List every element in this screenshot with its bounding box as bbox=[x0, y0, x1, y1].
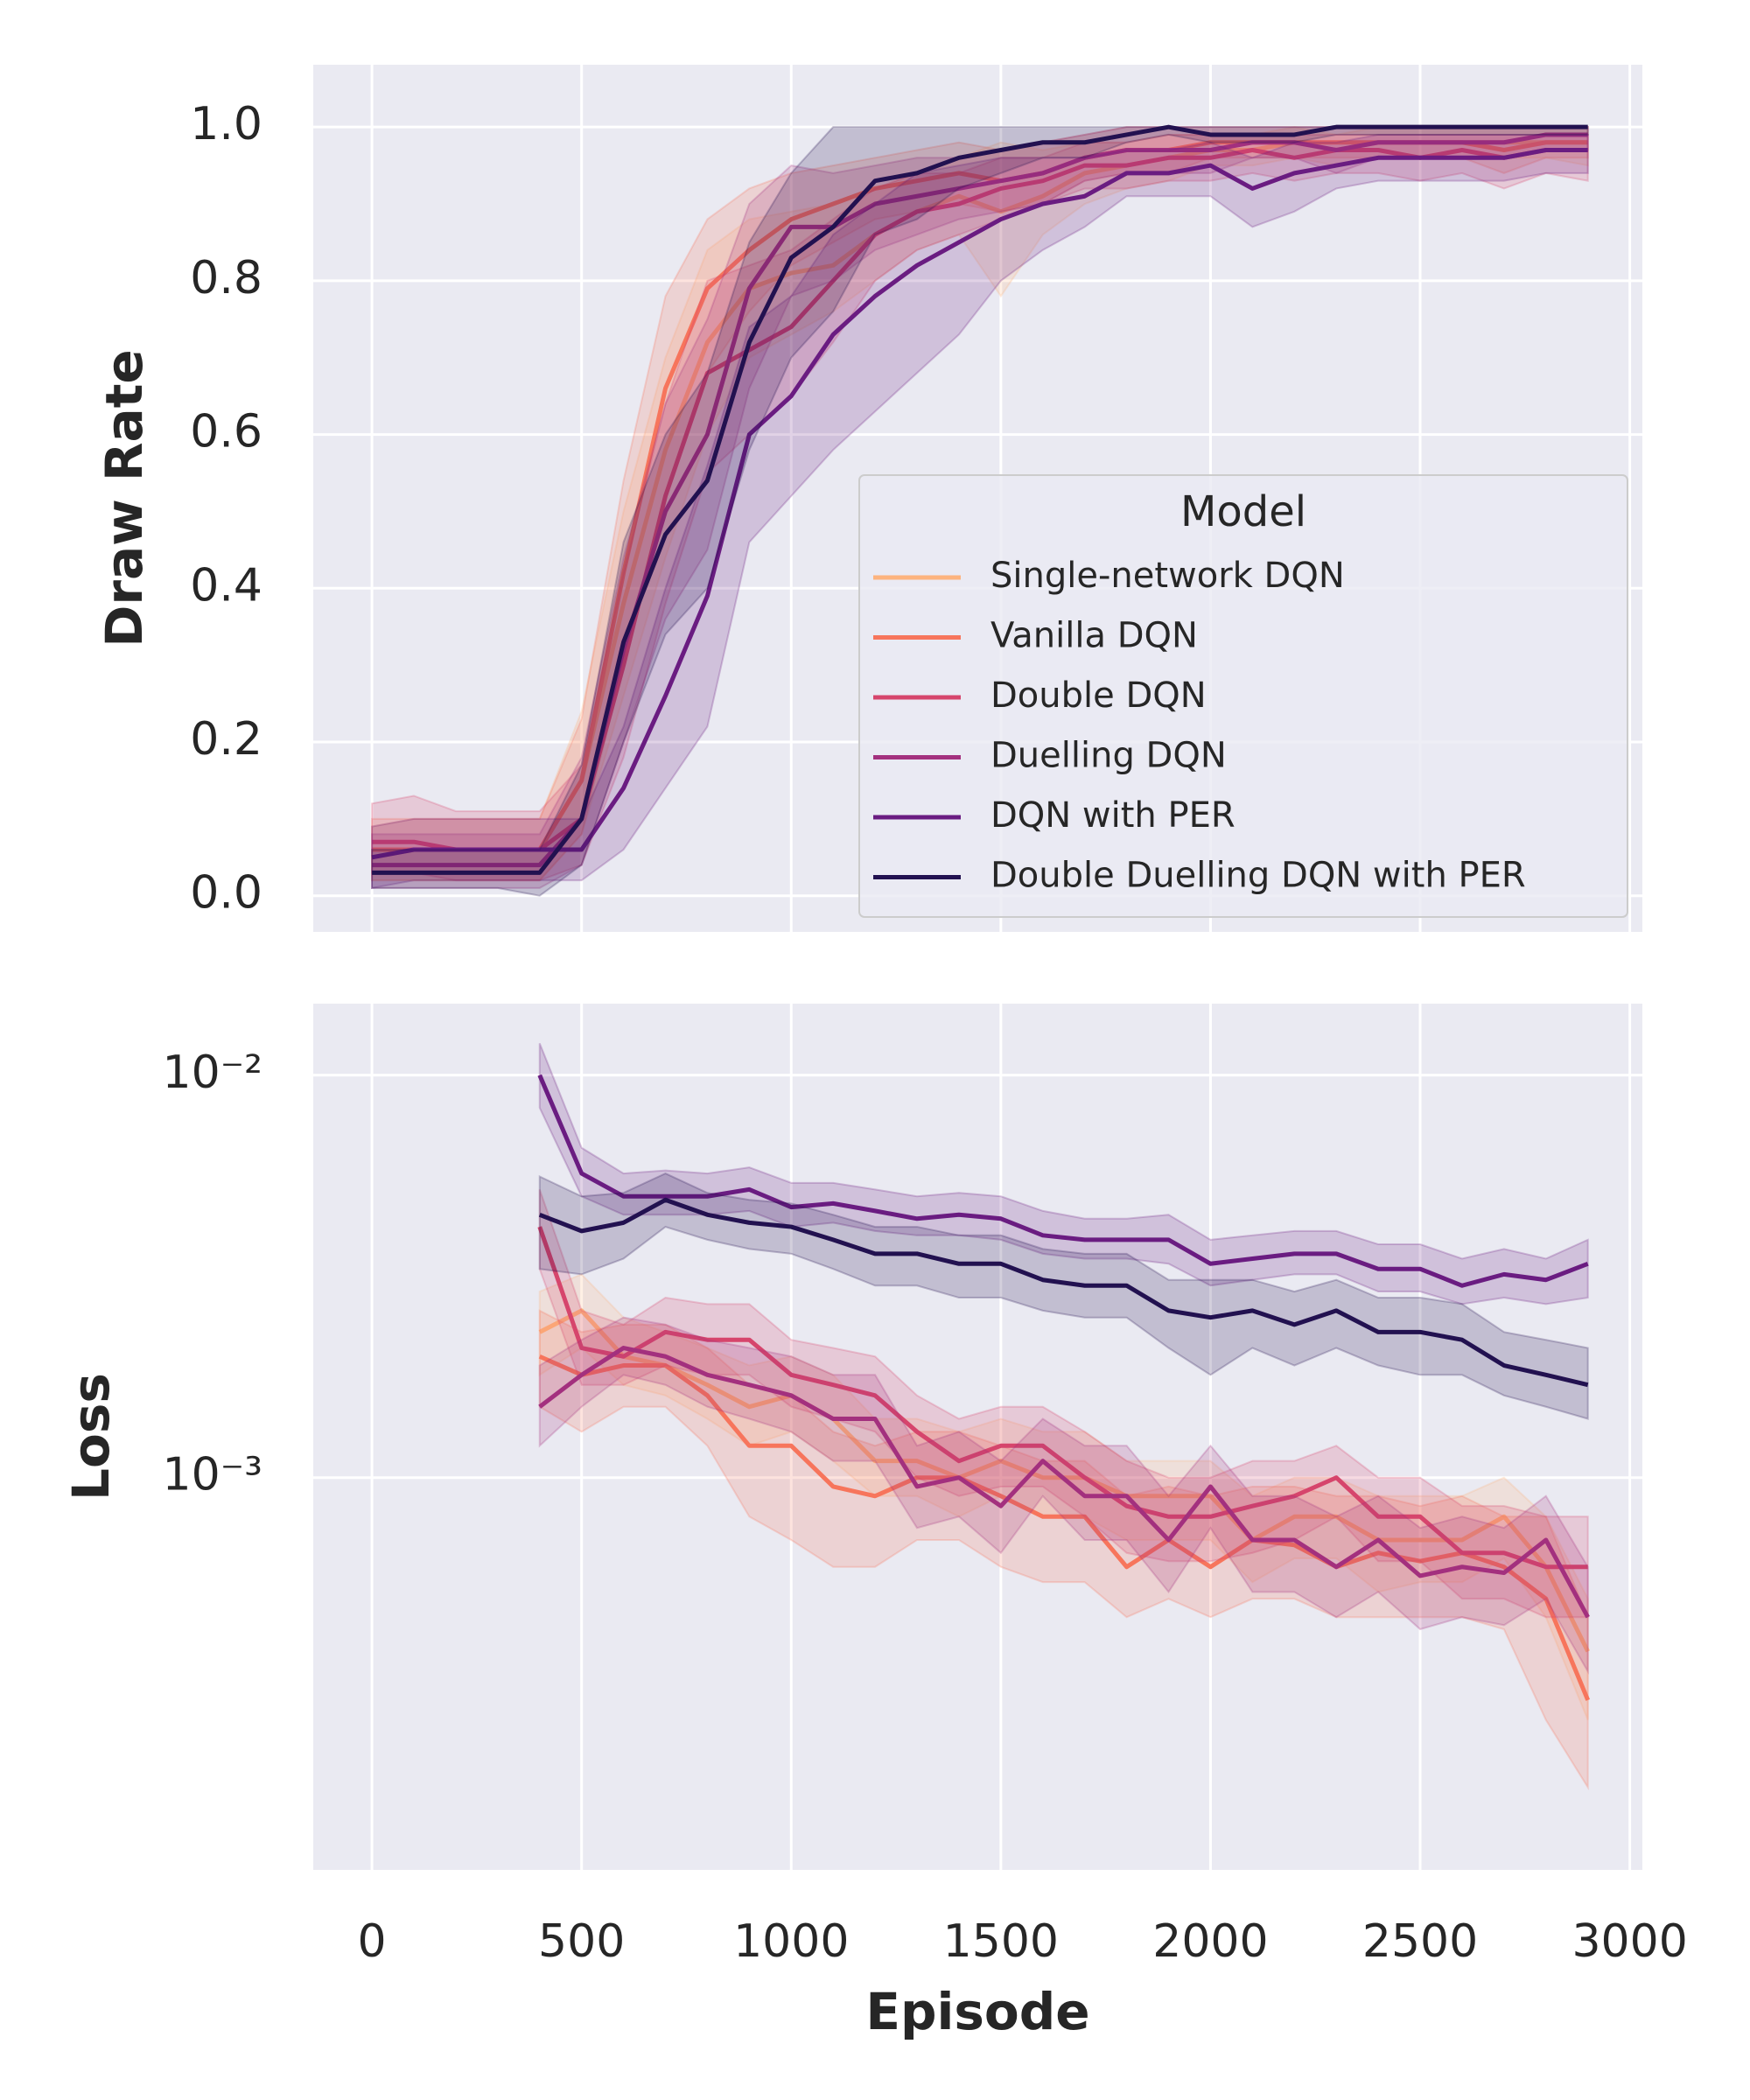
series-line bbox=[538, 1346, 1590, 1619]
series-line bbox=[538, 1354, 1591, 1701]
legend-label: Single-network DQN bbox=[990, 556, 1345, 596]
x-tick-label: 1000 bbox=[733, 1915, 849, 1968]
confidence-band bbox=[371, 126, 1589, 897]
y-tick-label: 10⁻² bbox=[163, 1046, 262, 1099]
series-line bbox=[372, 124, 1588, 875]
legend-label: DQN with PER bbox=[990, 795, 1236, 836]
legend-box bbox=[858, 474, 1628, 918]
y-tick-label: 0.2 bbox=[190, 713, 262, 766]
y-tick-label: 1.0 bbox=[190, 98, 262, 150]
y-tick-label: 10⁻³ bbox=[163, 1449, 262, 1502]
y-axis-label: Loss bbox=[61, 1373, 121, 1501]
legend-label: Vanilla DQN bbox=[990, 616, 1198, 656]
confidence-band bbox=[538, 1042, 1589, 1306]
confidence-band bbox=[371, 126, 1589, 889]
y-tick-label: 0.0 bbox=[190, 867, 262, 920]
axes: 0 500 1000 1500 2000 2500 3000 10⁻² 10⁻³ Loss Epis… bbox=[61, 1004, 1688, 2041]
x-tick-label: 1500 bbox=[943, 1915, 1059, 1968]
y-tick-label: 0.4 bbox=[190, 559, 262, 612]
x-tick-label: 2000 bbox=[1152, 1915, 1268, 1968]
legend-label: Double Duelling DQN with PER bbox=[990, 856, 1526, 896]
legend-label: Duelling DQN bbox=[990, 736, 1227, 776]
y-tick-label: 0.6 bbox=[190, 406, 262, 458]
confidence-band bbox=[371, 126, 1589, 882]
confidence-band bbox=[538, 1273, 1589, 1720]
legend: Model Single-network DQN Vanilla DQN Double… bbox=[858, 474, 1628, 918]
confidence-band bbox=[371, 126, 1589, 882]
confidence-band bbox=[538, 1172, 1589, 1420]
confidence-band bbox=[538, 1309, 1589, 1791]
confidence-band bbox=[371, 133, 1589, 890]
series-line bbox=[538, 1197, 1589, 1388]
x-tick-label: 0 bbox=[358, 1915, 387, 1968]
y-axis-label: Draw Rate bbox=[94, 349, 154, 648]
series-line bbox=[371, 148, 1588, 860]
x-tick-label: 2500 bbox=[1362, 1915, 1478, 1968]
series-line bbox=[537, 1074, 1589, 1288]
confidence-band bbox=[538, 1316, 1589, 1675]
x-axis-label: Episode bbox=[865, 1982, 1089, 2041]
axes: 0.0 0.2 0.4 0.6 0.8 1.0 Draw Rate Model Single-n… bbox=[94, 65, 1642, 932]
legend-title: Model bbox=[1180, 487, 1306, 536]
x-tick-label: 500 bbox=[538, 1915, 625, 1968]
series-line bbox=[537, 1226, 1588, 1570]
legend-label: Double DQN bbox=[990, 676, 1207, 716]
y-tick-label: 0.8 bbox=[190, 252, 262, 304]
x-tick-label: 3000 bbox=[1572, 1915, 1687, 1968]
